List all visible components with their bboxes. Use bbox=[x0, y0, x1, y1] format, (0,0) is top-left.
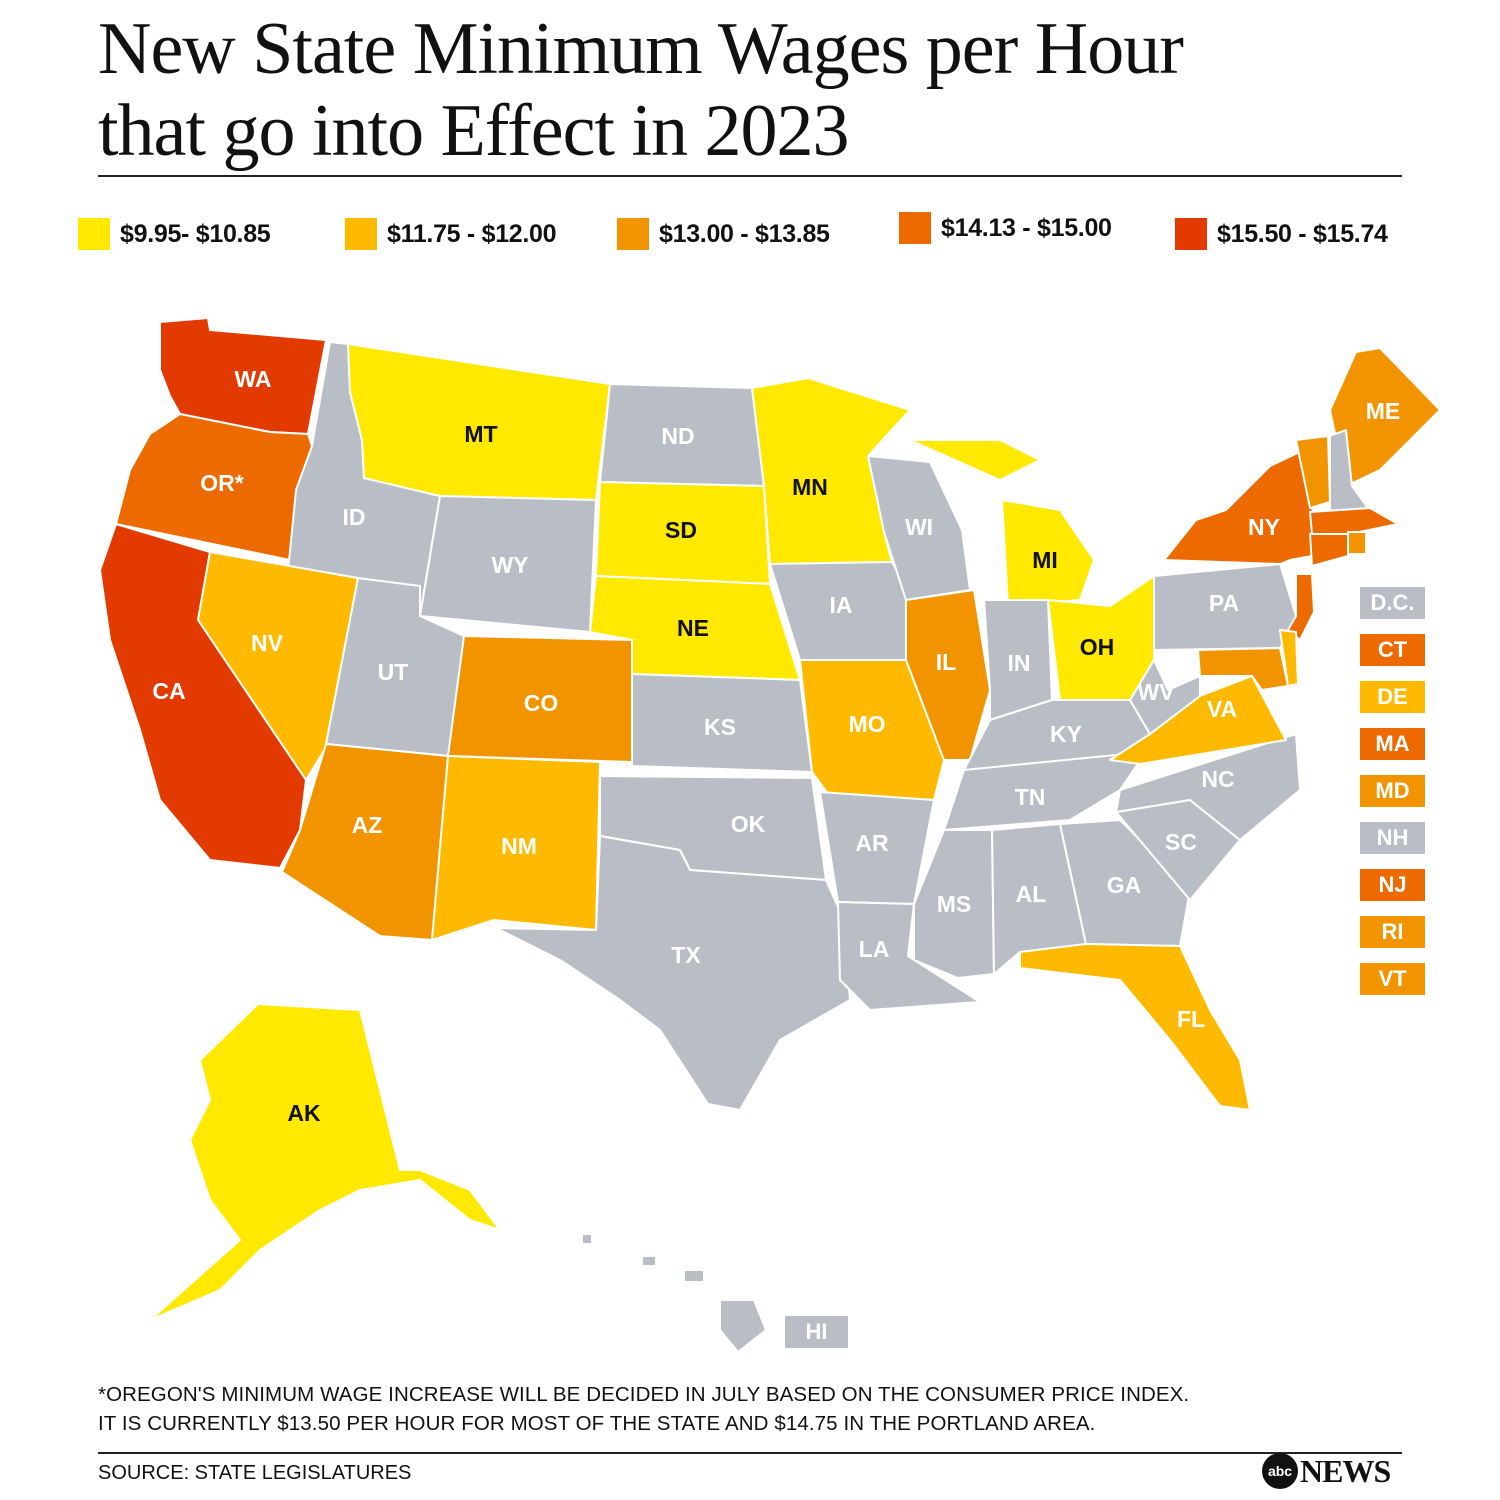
side-label-nh: NH bbox=[1360, 822, 1425, 854]
state-label-ms: MS bbox=[937, 891, 972, 917]
state-label-nm: NM bbox=[501, 833, 537, 859]
state-nj bbox=[1287, 573, 1315, 641]
state-label-or: OR* bbox=[200, 470, 244, 496]
state-label-ga: GA bbox=[1107, 872, 1142, 898]
state-ri bbox=[1347, 531, 1367, 555]
legend-swatch bbox=[899, 212, 931, 244]
state-ma bbox=[1309, 507, 1399, 537]
state-label-nd: ND bbox=[661, 423, 694, 449]
legend-label: $15.50 - $15.74 bbox=[1217, 219, 1388, 248]
state-label-ak: AK bbox=[287, 1100, 321, 1126]
title-line-2: that go into Effect in 2023 bbox=[98, 90, 850, 172]
state-nv bbox=[197, 551, 359, 781]
state-tx bbox=[495, 835, 851, 1111]
source-credit: SOURCE: STATE LEGISLATURES bbox=[98, 1462, 412, 1484]
legend-swatch bbox=[617, 218, 649, 250]
state-label-sc: SC bbox=[1165, 829, 1197, 855]
state-label-ut: UT bbox=[378, 659, 409, 685]
state-hi bbox=[581, 1233, 767, 1353]
legend-label: $14.13 - $15.00 bbox=[941, 213, 1112, 242]
state-ga bbox=[1059, 819, 1191, 947]
state-ny bbox=[1163, 449, 1315, 565]
state-label-me: ME bbox=[1366, 398, 1401, 424]
side-label-md: MD bbox=[1360, 775, 1425, 807]
state-label-al: AL bbox=[1016, 881, 1047, 907]
state-label-nv: NV bbox=[251, 630, 284, 656]
legend-swatch bbox=[78, 218, 110, 250]
state-label-mt: MT bbox=[464, 421, 497, 447]
legend-label: $9.95- $10.85 bbox=[120, 219, 271, 248]
footer-divider bbox=[98, 1452, 1402, 1454]
state-label-mn: MN bbox=[792, 474, 828, 500]
state-tn bbox=[943, 751, 1147, 831]
side-label-ct: CT bbox=[1360, 634, 1425, 666]
state-nc bbox=[1115, 733, 1301, 841]
side-label-ma: MA bbox=[1360, 728, 1425, 760]
state-label-wv: WV bbox=[1137, 679, 1175, 705]
legend-item-tier-2: $11.75 - $12.00 bbox=[345, 214, 557, 254]
legend-item-tier-4: $14.13 - $15.00 bbox=[899, 208, 1112, 248]
side-label-vt: VT bbox=[1360, 963, 1425, 995]
state-label-la: LA bbox=[859, 936, 890, 962]
legend-label: $13.00 - $13.85 bbox=[659, 219, 830, 248]
legend-item-tier-5: $15.50 - $15.74 bbox=[1175, 214, 1388, 254]
state-label-ia: IA bbox=[830, 592, 853, 618]
state-label-wi: WI bbox=[905, 514, 933, 540]
state-label-ar: AR bbox=[855, 830, 889, 856]
legend-swatch bbox=[1175, 218, 1207, 250]
side-label-nj: NJ bbox=[1360, 869, 1425, 901]
legend-label: $11.75 - $12.00 bbox=[387, 219, 557, 248]
state-de bbox=[1279, 629, 1299, 687]
state-label-id: ID bbox=[343, 504, 366, 530]
state-label-ky: KY bbox=[1050, 721, 1082, 747]
side-label-de: DE bbox=[1360, 681, 1425, 713]
state-fl bbox=[1019, 943, 1251, 1111]
state-nh bbox=[1329, 429, 1369, 513]
state-ct bbox=[1309, 533, 1349, 567]
state-label-az: AZ bbox=[352, 812, 383, 838]
legend: $9.95- $10.85 $11.75 - $12.00 $13.00 - $… bbox=[78, 212, 1418, 254]
news-logo-text: NEWS bbox=[1300, 1452, 1391, 1489]
state-label-ne: NE bbox=[677, 615, 709, 641]
state-ak bbox=[149, 1003, 501, 1321]
state-label-tn: TN bbox=[1015, 784, 1046, 810]
legend-item-tier-1: $9.95- $10.85 bbox=[78, 214, 271, 254]
state-label-ks: KS bbox=[704, 714, 736, 740]
state-label-mo: MO bbox=[848, 711, 885, 737]
state-label-mi: MI bbox=[1032, 547, 1058, 573]
state-label-co: CO bbox=[524, 690, 559, 716]
side-label-dc: D.C. bbox=[1360, 587, 1425, 619]
legend-swatch bbox=[345, 218, 377, 250]
title-divider bbox=[98, 175, 1402, 177]
state-md bbox=[1197, 647, 1289, 691]
state-mi bbox=[909, 439, 1095, 607]
state-nm bbox=[431, 755, 601, 941]
state-label-oh: OH bbox=[1080, 634, 1115, 660]
state-label-va: VA bbox=[1207, 696, 1237, 722]
state-label-ca: CA bbox=[152, 678, 185, 704]
abc-news-logo: abc NEWS bbox=[1262, 1451, 1391, 1491]
state-label-fl: FL bbox=[1177, 1006, 1205, 1032]
state-label-nc: NC bbox=[1201, 766, 1234, 792]
footnote-line-1: *OREGON'S MINIMUM WAGE INCREASE WILL BE … bbox=[98, 1383, 1190, 1406]
state-label-wy: WY bbox=[491, 552, 528, 578]
state-label-hi-box: HI bbox=[785, 1316, 848, 1348]
footnote-line-2: IT IS CURRENTLY $13.50 PER HOUR FOR MOST… bbox=[98, 1412, 1096, 1435]
legend-item-tier-3: $13.00 - $13.85 bbox=[617, 214, 830, 254]
state-label-ok: OK bbox=[731, 811, 766, 837]
state-label-il: IL bbox=[936, 649, 956, 675]
title-line-1: New State Minimum Wages per Hour bbox=[98, 8, 1184, 90]
state-label-ny: NY bbox=[1248, 514, 1280, 540]
footnote: *OREGON'S MINIMUM WAGE INCREASE WILL BE … bbox=[98, 1380, 1398, 1438]
state-label-pa: PA bbox=[1209, 590, 1239, 616]
state-label-wa: WA bbox=[234, 366, 271, 392]
state-label-in: IN bbox=[1008, 650, 1031, 676]
state-label-sd: SD bbox=[665, 517, 697, 543]
abc-logo-mark: abc bbox=[1262, 1453, 1298, 1489]
map-title: New State Minimum Wages per Hour that go… bbox=[98, 8, 1398, 172]
state-label-tx: TX bbox=[671, 942, 701, 968]
side-label-ri: RI bbox=[1360, 916, 1425, 948]
